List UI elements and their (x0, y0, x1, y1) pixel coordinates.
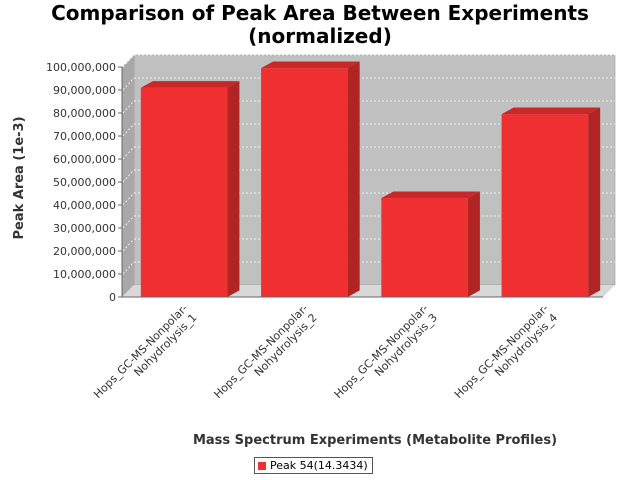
gridline-side (122, 54, 135, 68)
y-tick-label: 70,000,000 (53, 130, 116, 143)
legend: Peak 54(14.3434) (254, 457, 373, 474)
bar-top (261, 61, 360, 69)
x-tick-label-line: Hops_GC-MS-Nonpolar- (332, 302, 431, 401)
bar-side (467, 191, 480, 297)
x-tick-label: Hops_GC-MS-Nonpolar-Nohydrolysis_2 (211, 302, 319, 410)
y-axis-label: Peak Area (1e-3) (12, 116, 27, 239)
y-tick-label: 0 (109, 291, 116, 304)
x-axis: Hops_GC-MS-Nonpolar-Nohydrolysis_1 Hops_G… (91, 296, 603, 410)
bars (140, 61, 601, 298)
y-tick-label: 80,000,000 (53, 107, 116, 120)
x-tick-label-line: Hops_GC-MS-Nonpolar- (211, 302, 310, 401)
x-tick-label-line: Hops_GC-MS-Nonpolar- (452, 302, 551, 401)
x-axis-label: Mass Spectrum Experiments (Metabolite Pr… (193, 433, 557, 448)
x-tick-label: Hops_GC-MS-Nonpolar-Nohydrolysis_4 (452, 302, 560, 410)
bar-group (501, 107, 601, 298)
y-tick-label: 40,000,000 (53, 199, 116, 212)
bar (140, 87, 228, 297)
gridline-side (122, 192, 135, 206)
gridline-side (122, 169, 135, 183)
bar (381, 198, 468, 297)
gridline-side (122, 215, 135, 229)
chart-title: Comparison of Peak Area Between Experime… (0, 2, 640, 48)
gridline-side (122, 238, 135, 252)
bar-top (501, 107, 601, 115)
bar (501, 114, 589, 298)
x-tick-label: Hops_GC-MS-Nonpolar-Nohydrolysis_3 (332, 302, 440, 410)
bar-side (347, 61, 360, 297)
plot-floor (122, 285, 615, 297)
plot-left-wall (122, 55, 134, 297)
x-tick-label: Hops_GC-MS-Nonpolar-Nohydrolysis_1 (91, 302, 199, 410)
legend-label: Peak 54(14.3434) (270, 459, 368, 472)
y-tick-label: 100,000,000 (46, 61, 116, 74)
bar-side (588, 107, 601, 297)
y-tick-label: 20,000,000 (53, 245, 116, 258)
bar-group (261, 61, 360, 298)
gridline-side (122, 123, 135, 137)
gridline-side (122, 100, 135, 114)
y-tick-label: 50,000,000 (53, 176, 116, 189)
legend-swatch (258, 461, 266, 470)
bar-group (140, 81, 240, 297)
chart-title-line-2: (normalized) (248, 24, 392, 48)
chart-title-line-1: Comparison of Peak Area Between Experime… (51, 1, 589, 25)
bar-top (381, 191, 480, 199)
x-tick-label-line: Hops_GC-MS-Nonpolar- (91, 302, 190, 401)
y-tick-label: 10,000,000 (53, 268, 116, 281)
bar-side (227, 81, 240, 297)
gridline-side (122, 77, 135, 91)
y-axis: 0 10,000,000 20,000,000 30,000,000 40,000,00… (46, 61, 123, 304)
y-tick-label: 60,000,000 (53, 153, 116, 166)
bar-group (381, 191, 480, 297)
bar-top (140, 81, 240, 88)
y-tick-label: 30,000,000 (53, 222, 116, 235)
gridline-side (122, 146, 135, 160)
gridline-side (122, 261, 135, 275)
y-tick-label: 90,000,000 (53, 84, 116, 97)
bar (261, 68, 348, 298)
